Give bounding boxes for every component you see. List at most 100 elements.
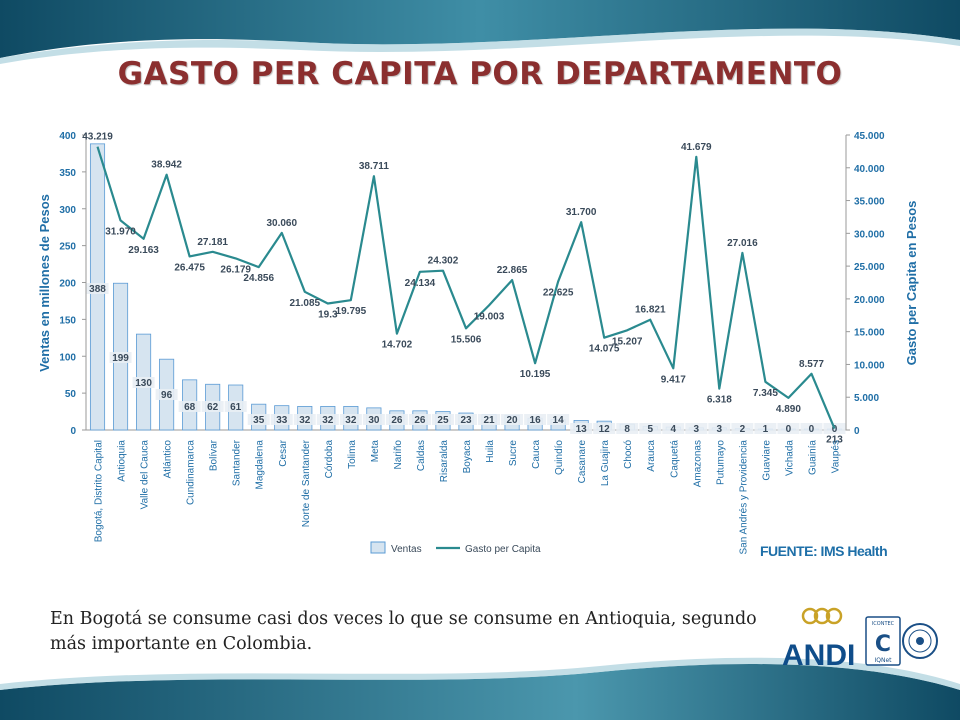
line-value-label: 27.016 — [727, 238, 758, 249]
line-value-label: 24.134 — [405, 278, 436, 289]
category-label: Boyaca — [462, 440, 473, 474]
category-label: Antioquia — [117, 440, 128, 482]
bar-value-label-bg — [593, 423, 616, 434]
bar-value-label-bg — [132, 377, 155, 388]
bar-value-label-bg — [224, 401, 247, 412]
bar-value-label-bg — [708, 423, 731, 434]
category-label: Arauca — [646, 440, 657, 472]
category-label: Chocó — [623, 440, 634, 469]
y-right-tick-label: 5.000 — [854, 393, 879, 404]
bar-value-label: 1 — [763, 424, 769, 435]
bar-value-label-bg — [201, 401, 224, 412]
line-gasto-per-capita — [96, 146, 836, 430]
bar-value-label: 35 — [253, 415, 265, 426]
icontec-badge-label: ICONTEC — [872, 621, 895, 627]
line-value-label: 7.345 — [753, 388, 778, 399]
bar-value-label: 3 — [694, 424, 700, 435]
line-value-label: 213 — [826, 435, 843, 446]
category-label: Caldas — [416, 440, 427, 471]
category-label: Santander — [232, 439, 243, 486]
bar-value-label-bg — [478, 414, 501, 425]
bar-value-label-bg — [362, 414, 385, 425]
bar-value-label-bg — [455, 414, 477, 425]
bar-value-label: 68 — [184, 402, 196, 413]
line-value-label: 15.506 — [451, 334, 482, 345]
category-label: Magdalena — [255, 440, 266, 490]
bar-value-label: 33 — [276, 415, 288, 426]
category-label: Guaviare — [761, 440, 772, 481]
legend-label-ventas: Ventas — [391, 544, 422, 555]
category-label: Córdoba — [324, 440, 335, 479]
line-value-label: 31.970 — [105, 226, 136, 237]
bar-value-label: 20 — [506, 415, 518, 426]
bar-value-label-bg — [109, 352, 132, 363]
bottom-wave — [0, 663, 960, 720]
bar-value-label: 16 — [530, 415, 542, 426]
andi-logo: ANDI ICONTEC C IQNet — [782, 607, 938, 671]
y-left-tick-label: 250 — [59, 242, 76, 253]
line-value-label: 14.075 — [589, 344, 620, 355]
y-right-tick-label: 45.000 — [854, 131, 885, 142]
bar-value-label: 26 — [414, 415, 426, 426]
bar-value-label: 5 — [647, 424, 653, 435]
category-label: Huila — [485, 440, 496, 463]
line-value-label: 19.3 — [318, 309, 338, 320]
line-value-label: 19.795 — [336, 306, 367, 317]
line-value-label: 22.625 — [543, 288, 574, 299]
line-value-label: 27.181 — [197, 237, 228, 248]
y-right-tick-label: 0 — [854, 426, 860, 437]
line-value-label: 41.679 — [681, 142, 712, 153]
bar-value-label: 2 — [740, 424, 746, 435]
bar-value-label: 0 — [809, 424, 815, 435]
line-value-label: 38.711 — [359, 161, 389, 172]
line-value-label: 16.821 — [635, 305, 666, 316]
category-label: Meta — [370, 440, 381, 463]
bar-value-label-bg — [524, 414, 547, 425]
category-label: Nariño — [393, 440, 404, 470]
bar-value-label-bg — [570, 423, 593, 434]
y-left-tick-label: 200 — [59, 279, 76, 290]
bar-value-label: 32 — [322, 415, 334, 426]
line-value-label: 10.195 — [520, 369, 551, 380]
line-value-label: 9.417 — [661, 374, 686, 385]
bar-value-label: 130 — [135, 378, 152, 389]
line-value-label: 30.060 — [266, 218, 297, 229]
andi-rings-icon — [801, 607, 843, 625]
category-label: Valle del Cauca — [140, 440, 151, 510]
andi-logo-text: ANDI — [782, 639, 855, 671]
bar-value-label-bg — [754, 423, 777, 434]
bar-value-label-bg — [662, 423, 685, 434]
category-label: Cundinamarca — [186, 440, 197, 505]
bar-value-label-bg — [639, 423, 662, 434]
bar-value-label: 32 — [299, 415, 311, 426]
category-label: La Guajira — [600, 440, 611, 487]
bar-value-label: 12 — [599, 424, 611, 435]
source-label: FUENTE: IMS Health — [760, 543, 888, 559]
bar-value-label-bg — [431, 414, 454, 425]
category-label: Guainía — [808, 440, 819, 475]
iqnet-badge-label: IQNet — [874, 657, 892, 664]
line-value-label: 6.318 — [707, 395, 732, 406]
bar-value-label-bg — [547, 414, 570, 425]
category-label: Tolima — [347, 440, 358, 469]
legend-swatch-ventas — [370, 541, 386, 554]
category-label: Atlántico — [163, 440, 174, 479]
line-value-label: 4.890 — [776, 404, 801, 415]
category-label: Bolívar — [209, 439, 220, 471]
bottom-wave-highlight — [0, 657, 960, 690]
y-right-tick-label: 30.000 — [854, 229, 885, 240]
bar-value-label: 61 — [230, 402, 242, 413]
y-right-axis-title: Gasto per Capita en Pesos — [904, 201, 919, 366]
bar-line-chart: 05010015020025030035040005.00010.00015.0… — [37, 131, 919, 555]
bar-value-label-bg — [501, 414, 524, 425]
bar-value-label-bg — [408, 414, 431, 425]
svg-text:C: C — [875, 632, 891, 657]
y-left-tick-label: 150 — [59, 315, 76, 326]
bar-value-label-bg — [155, 389, 178, 400]
category-label: Putumayo — [715, 440, 726, 485]
category-label: Casanare — [577, 440, 588, 484]
bar-value-label-bg — [316, 414, 339, 425]
bar-value-label: 25 — [437, 415, 449, 426]
y-left-tick-label: 300 — [59, 205, 76, 216]
